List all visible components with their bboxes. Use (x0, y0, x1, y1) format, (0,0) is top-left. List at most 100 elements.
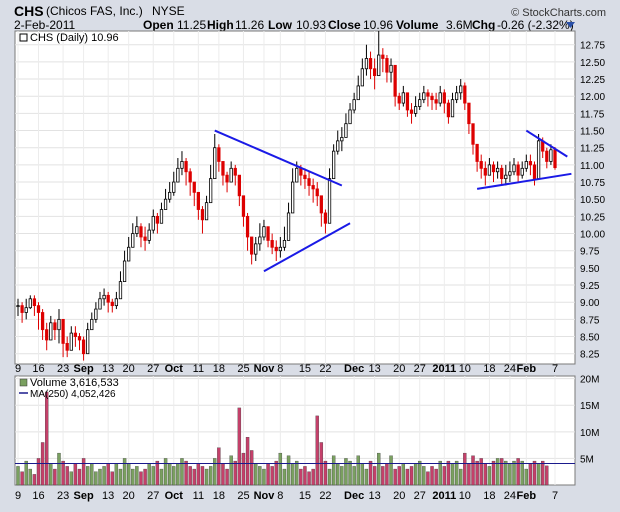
volume-bar (512, 460, 516, 486)
volume-bar (262, 468, 266, 486)
candle-body (192, 181, 196, 193)
price-tick-label: 8.50 (580, 333, 600, 344)
dropdown-arrow-icon[interactable] (566, 22, 575, 28)
candle-body (102, 294, 106, 300)
candle-body (356, 85, 360, 101)
price-tick-label: 11.00 (580, 161, 605, 172)
volume-bar (122, 458, 127, 486)
price-x-tick-label: 15 (299, 363, 311, 375)
volume-bar (114, 463, 119, 486)
volume-bar (94, 471, 98, 486)
volume-bar (352, 466, 356, 486)
candle-body (180, 161, 184, 169)
price-tick-label: 8.75 (580, 315, 600, 326)
price-tick-label: 10.00 (580, 230, 605, 241)
price-tick-label: 9.25 (580, 281, 600, 292)
candle-body (245, 215, 250, 238)
trendline (525, 129, 568, 158)
volume-x-tick-label: 13 (369, 490, 381, 502)
volume-x-tick-label: 24 (504, 490, 516, 502)
volume-bar (516, 458, 520, 486)
price-tick-label: 11.50 (580, 127, 605, 138)
volume-bar (16, 466, 20, 486)
volume-bar (532, 460, 537, 486)
volume-bar (167, 463, 172, 486)
volume-bar (426, 471, 430, 486)
candle-body (500, 167, 504, 180)
candle-body (61, 318, 65, 344)
volume-bar (36, 458, 41, 486)
candle-body (491, 164, 496, 173)
volume-bar (274, 460, 278, 486)
volume-x-tick-label: Dec (344, 490, 364, 502)
candle-body (151, 215, 155, 231)
candle-body (520, 167, 524, 176)
candle-body (196, 191, 200, 210)
volume-x-tick-label: 15 (299, 490, 311, 502)
volume-bar (61, 460, 65, 486)
candle-body (81, 339, 86, 355)
price-x-tick-label: 9 (15, 363, 21, 375)
candle-body (295, 167, 299, 183)
volume-bar (118, 468, 123, 486)
volume-x-tick-label: 9 (15, 490, 21, 502)
volume-x-tick-label: 20 (393, 490, 405, 502)
volume-bar (237, 407, 242, 486)
volume-tick-label: 5M (580, 454, 594, 465)
candle-body (122, 260, 127, 283)
volume-bar (307, 471, 311, 486)
candle-body (127, 246, 131, 262)
volume-bar (163, 458, 168, 486)
volume-bar (102, 466, 106, 486)
candle-body (438, 92, 442, 104)
volume-bar (327, 468, 332, 486)
ohlc-close-label: Close (328, 18, 361, 32)
candle-body (274, 246, 278, 252)
volume-bar (126, 463, 131, 486)
candle-body (418, 99, 422, 107)
volume-bar (528, 463, 533, 486)
volume-y-axis: 5M 10M 15M 20M (580, 375, 599, 466)
volume-bar (65, 466, 69, 486)
exchange-name: NYSE (152, 4, 185, 18)
price-x-tick-label: 23 (57, 363, 69, 375)
volume-bar (393, 468, 397, 486)
volume-x-tick-label: 23 (57, 490, 69, 502)
volume-x-tick-label: 18 (483, 490, 495, 502)
volume-bar (139, 471, 143, 486)
volume-x-tick-label: 22 (319, 490, 331, 502)
volume-bar (340, 466, 344, 486)
volume-bar (356, 455, 360, 486)
volume-bar (254, 463, 258, 486)
candle-body (69, 332, 73, 351)
candle-body (286, 212, 291, 241)
candle-body (315, 188, 319, 197)
candle-body (110, 301, 114, 307)
ohlc-close-value: 10.96 (363, 18, 393, 32)
volume-bar (479, 458, 483, 486)
candle-body (344, 123, 348, 138)
volume-bar (491, 460, 496, 486)
candle-body (90, 318, 94, 331)
volume-bar (45, 391, 49, 486)
volume-x-tick-label: 18 (213, 490, 225, 502)
price-tick-label: 9.75 (580, 247, 600, 258)
candle-body (385, 58, 389, 73)
volume-bar (483, 463, 488, 486)
volume-bar (49, 463, 53, 486)
price-tick-label: 10.25 (580, 212, 605, 223)
candle-body (188, 171, 192, 183)
volume-bar (131, 468, 135, 486)
candle-body (495, 167, 500, 173)
volume-bar (258, 466, 262, 486)
price-legend: CHS (Daily) 10.96 (30, 32, 119, 44)
volume-bar (143, 468, 147, 486)
candle-body (323, 212, 328, 224)
volume-bar (270, 466, 274, 486)
volume-bar (295, 460, 299, 486)
volume-bar (434, 468, 438, 486)
volume-bar-series (16, 391, 549, 486)
price-tick-label: 8.25 (580, 350, 600, 361)
candle-body (352, 99, 356, 111)
volume-bar (364, 468, 369, 486)
